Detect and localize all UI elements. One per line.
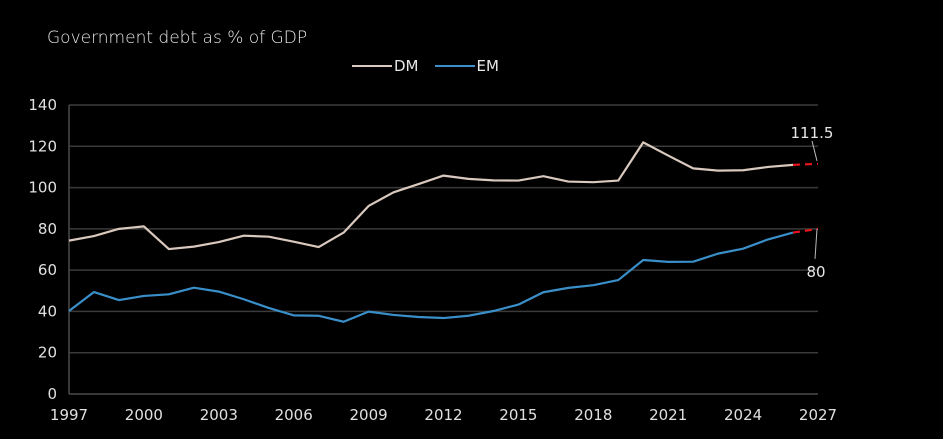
x-tick-label: 2015 [499, 406, 537, 424]
x-tick-label: 2018 [574, 406, 612, 424]
chart-title: Government debt as % of GDP [47, 28, 308, 48]
y-tick-label: 100 [28, 179, 57, 197]
y-tick-label: 60 [38, 261, 57, 279]
legend-item-dm: DM [352, 57, 419, 75]
annotation-dm-end: 111.5 [791, 124, 834, 142]
legend-label-em: EM [476, 57, 499, 75]
x-tick-label: 2009 [350, 406, 388, 424]
series-line-em [68, 231, 794, 323]
x-tick-label: 2006 [275, 406, 313, 424]
legend-label-dm: DM [394, 57, 419, 75]
y-tick-label: 20 [38, 344, 57, 362]
y-tick-label: 80 [38, 220, 57, 238]
leader-line-em [814, 228, 818, 259]
x-tick-label: 2024 [724, 406, 762, 424]
y-tick-label: 40 [38, 302, 57, 320]
x-tick-label: 2012 [424, 406, 462, 424]
forecast-line-dm [792, 162, 819, 166]
x-tick-label: 2000 [125, 406, 163, 424]
leader-line-dm [811, 140, 818, 161]
chart-legend: DM EM [352, 57, 515, 75]
x-tick-label: 2027 [799, 406, 837, 424]
y-tick-label: 0 [47, 385, 57, 403]
x-tick-label: 2021 [649, 406, 687, 424]
annotation-em-end: 80 [806, 263, 825, 281]
legend-swatch-dm [352, 65, 392, 67]
series-line-dm [68, 141, 794, 251]
legend-swatch-em [434, 65, 475, 67]
y-tick-label: 120 [28, 137, 57, 155]
forecast-line-em [792, 227, 819, 234]
x-tick-label: 2003 [200, 406, 238, 424]
y-tick-label: 140 [28, 96, 57, 114]
legend-item-em: EM [434, 57, 499, 75]
x-tick-label: 1997 [50, 406, 88, 424]
